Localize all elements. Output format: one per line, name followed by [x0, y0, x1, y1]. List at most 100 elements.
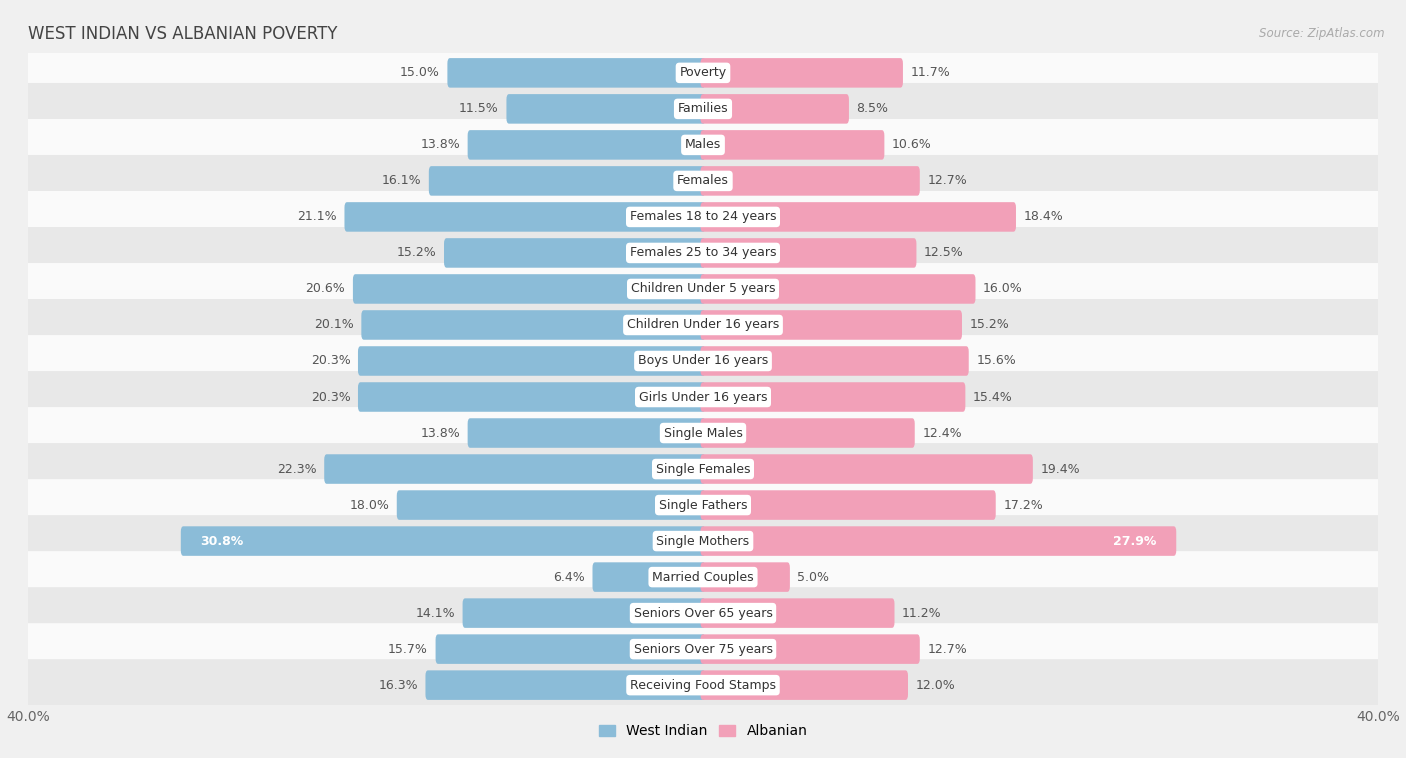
FancyBboxPatch shape [396, 490, 706, 520]
Text: 16.0%: 16.0% [983, 283, 1022, 296]
Text: Single Mothers: Single Mothers [657, 534, 749, 547]
Text: 19.4%: 19.4% [1040, 462, 1080, 475]
Text: 27.9%: 27.9% [1114, 534, 1157, 547]
Text: 15.2%: 15.2% [970, 318, 1010, 331]
Text: Families: Families [678, 102, 728, 115]
FancyBboxPatch shape [463, 598, 706, 628]
FancyBboxPatch shape [700, 382, 966, 412]
Text: Seniors Over 75 years: Seniors Over 75 years [634, 643, 772, 656]
FancyBboxPatch shape [700, 238, 917, 268]
FancyBboxPatch shape [22, 263, 1384, 315]
FancyBboxPatch shape [22, 407, 1384, 459]
Text: Males: Males [685, 139, 721, 152]
Text: 6.4%: 6.4% [553, 571, 585, 584]
Text: 18.4%: 18.4% [1024, 211, 1063, 224]
Text: 8.5%: 8.5% [856, 102, 889, 115]
FancyBboxPatch shape [700, 58, 903, 88]
Text: 5.0%: 5.0% [797, 571, 830, 584]
FancyBboxPatch shape [22, 191, 1384, 243]
FancyBboxPatch shape [22, 659, 1384, 711]
Text: 12.4%: 12.4% [922, 427, 962, 440]
FancyBboxPatch shape [361, 310, 706, 340]
Text: 11.7%: 11.7% [911, 67, 950, 80]
FancyBboxPatch shape [468, 418, 706, 448]
Text: Boys Under 16 years: Boys Under 16 years [638, 355, 768, 368]
FancyBboxPatch shape [359, 382, 706, 412]
FancyBboxPatch shape [429, 166, 706, 196]
FancyBboxPatch shape [700, 454, 1033, 484]
Text: 16.1%: 16.1% [381, 174, 422, 187]
Text: Girls Under 16 years: Girls Under 16 years [638, 390, 768, 403]
FancyBboxPatch shape [22, 83, 1384, 135]
FancyBboxPatch shape [700, 490, 995, 520]
Text: Receiving Food Stamps: Receiving Food Stamps [630, 678, 776, 691]
Text: 30.8%: 30.8% [200, 534, 243, 547]
Text: 21.1%: 21.1% [297, 211, 337, 224]
FancyBboxPatch shape [22, 335, 1384, 387]
FancyBboxPatch shape [700, 598, 894, 628]
FancyBboxPatch shape [700, 670, 908, 700]
Text: 20.3%: 20.3% [311, 390, 350, 403]
FancyBboxPatch shape [468, 130, 706, 160]
FancyBboxPatch shape [22, 443, 1384, 495]
Text: Single Males: Single Males [664, 427, 742, 440]
Text: Females 18 to 24 years: Females 18 to 24 years [630, 211, 776, 224]
Text: 15.0%: 15.0% [399, 67, 440, 80]
FancyBboxPatch shape [700, 346, 969, 376]
Text: 11.5%: 11.5% [460, 102, 499, 115]
FancyBboxPatch shape [700, 562, 790, 592]
Text: 20.3%: 20.3% [311, 355, 350, 368]
FancyBboxPatch shape [325, 454, 706, 484]
Text: Married Couples: Married Couples [652, 571, 754, 584]
FancyBboxPatch shape [700, 526, 1177, 556]
Text: 17.2%: 17.2% [1004, 499, 1043, 512]
Text: 22.3%: 22.3% [277, 462, 316, 475]
Text: Females 25 to 34 years: Females 25 to 34 years [630, 246, 776, 259]
FancyBboxPatch shape [700, 418, 915, 448]
FancyBboxPatch shape [444, 238, 706, 268]
FancyBboxPatch shape [700, 274, 976, 304]
FancyBboxPatch shape [22, 227, 1384, 279]
FancyBboxPatch shape [22, 479, 1384, 531]
Text: 16.3%: 16.3% [378, 678, 418, 691]
Text: 10.6%: 10.6% [891, 139, 932, 152]
FancyBboxPatch shape [592, 562, 706, 592]
FancyBboxPatch shape [22, 299, 1384, 351]
Text: Children Under 5 years: Children Under 5 years [631, 283, 775, 296]
Text: 12.7%: 12.7% [928, 174, 967, 187]
Text: Source: ZipAtlas.com: Source: ZipAtlas.com [1260, 27, 1385, 39]
FancyBboxPatch shape [700, 310, 962, 340]
FancyBboxPatch shape [700, 94, 849, 124]
FancyBboxPatch shape [22, 155, 1384, 207]
Text: 12.5%: 12.5% [924, 246, 963, 259]
FancyBboxPatch shape [700, 130, 884, 160]
Text: Females: Females [678, 174, 728, 187]
FancyBboxPatch shape [22, 587, 1384, 639]
Text: Single Fathers: Single Fathers [659, 499, 747, 512]
Text: 15.6%: 15.6% [976, 355, 1017, 368]
Text: Children Under 16 years: Children Under 16 years [627, 318, 779, 331]
FancyBboxPatch shape [22, 623, 1384, 675]
FancyBboxPatch shape [22, 371, 1384, 423]
FancyBboxPatch shape [447, 58, 706, 88]
FancyBboxPatch shape [22, 119, 1384, 171]
Text: 15.2%: 15.2% [396, 246, 436, 259]
FancyBboxPatch shape [436, 634, 706, 664]
Text: 12.0%: 12.0% [915, 678, 955, 691]
FancyBboxPatch shape [426, 670, 706, 700]
Text: Poverty: Poverty [679, 67, 727, 80]
Text: 15.7%: 15.7% [388, 643, 427, 656]
FancyBboxPatch shape [344, 202, 706, 232]
Text: WEST INDIAN VS ALBANIAN POVERTY: WEST INDIAN VS ALBANIAN POVERTY [28, 25, 337, 43]
FancyBboxPatch shape [181, 526, 706, 556]
Text: 11.2%: 11.2% [903, 606, 942, 619]
FancyBboxPatch shape [353, 274, 706, 304]
Text: Seniors Over 65 years: Seniors Over 65 years [634, 606, 772, 619]
FancyBboxPatch shape [22, 551, 1384, 603]
FancyBboxPatch shape [359, 346, 706, 376]
FancyBboxPatch shape [700, 166, 920, 196]
FancyBboxPatch shape [22, 515, 1384, 567]
Text: 15.4%: 15.4% [973, 390, 1012, 403]
Text: 20.6%: 20.6% [305, 283, 346, 296]
Legend: West Indian, Albanian: West Indian, Albanian [593, 719, 813, 744]
